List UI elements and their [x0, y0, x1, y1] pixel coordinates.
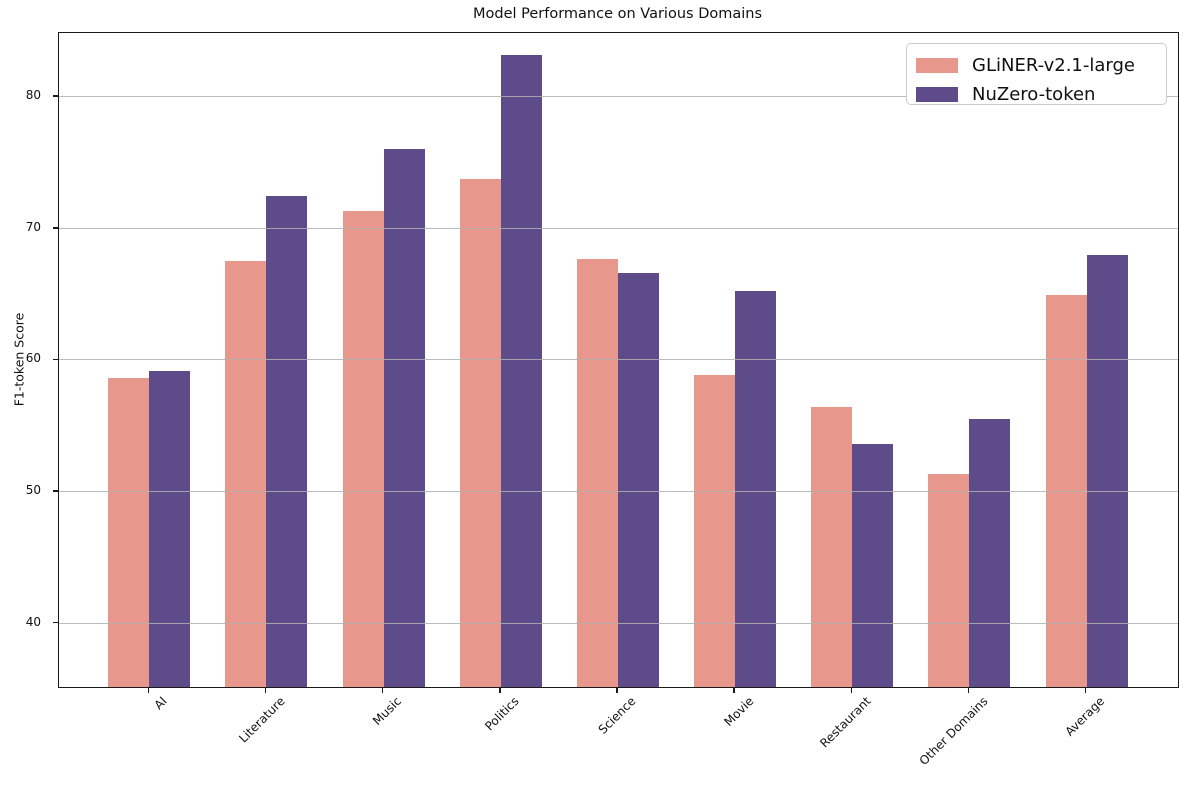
- x-tick-mark: [616, 687, 618, 693]
- bar-nuzero-token-science: [617, 272, 659, 687]
- legend: GLiNER-v2.1-large NuZero-token: [906, 43, 1167, 105]
- x-tick-label: Movie: [720, 694, 757, 730]
- legend-item-nuzero: NuZero-token: [916, 82, 1166, 106]
- gridline: [59, 622, 1178, 624]
- bar-nuzero-token-restaurant: [852, 443, 894, 687]
- legend-swatch-gliner: [916, 57, 958, 73]
- gridline: [59, 359, 1178, 361]
- x-tick-label: Average: [1062, 694, 1108, 739]
- x-tick-label: Other Domains: [916, 694, 991, 769]
- gridline: [59, 227, 1178, 229]
- legend-item-gliner: GLiNER-v2.1-large: [916, 53, 1166, 77]
- y-tick-label: 60: [25, 351, 41, 366]
- bar-gliner-v2-1-large-music: [342, 210, 384, 687]
- legend-label-nuzero: NuZero-token: [972, 83, 1096, 105]
- chart-title: Model Performance on Various Domains: [472, 6, 763, 22]
- bar-nuzero-token-music: [383, 148, 425, 687]
- y-tick-mark: [52, 358, 58, 361]
- x-tick-label: Literature: [235, 694, 288, 746]
- y-tick-mark: [52, 621, 58, 624]
- x-tick-mark: [733, 687, 735, 693]
- legend-swatch-nuzero: [916, 86, 958, 102]
- x-tick-mark: [499, 687, 501, 693]
- x-tick-mark: [967, 687, 970, 693]
- x-tick-mark: [850, 687, 852, 693]
- y-tick-label: 80: [25, 88, 41, 103]
- bar-nuzero-token-literature: [266, 196, 308, 687]
- bar-gliner-v2-1-large-ai: [108, 377, 150, 687]
- bar-gliner-v2-1-large-other-domains: [928, 473, 970, 687]
- y-tick-mark: [52, 490, 58, 492]
- x-tick-label: Restaurant: [816, 694, 874, 751]
- legend-label-gliner: GLiNER-v2.1-large: [972, 54, 1135, 76]
- y-tick-label: 40: [25, 614, 41, 629]
- gridline: [59, 490, 1178, 492]
- x-tick-mark: [1084, 687, 1087, 693]
- bar-nuzero-token-movie: [735, 290, 777, 687]
- bar-gliner-v2-1-large-politics: [459, 179, 501, 687]
- x-tick-mark: [264, 687, 267, 693]
- x-tick-mark: [381, 687, 384, 693]
- bar-nuzero-token-politics: [500, 55, 542, 687]
- x-tick-mark: [147, 687, 149, 693]
- y-tick-label: 50: [25, 482, 41, 497]
- gridline: [59, 96, 1178, 98]
- bar-nuzero-token-ai: [149, 371, 191, 687]
- bar-gliner-v2-1-large-restaurant: [811, 406, 853, 687]
- y-tick-mark: [52, 227, 58, 229]
- bar-gliner-v2-1-large-movie: [694, 375, 736, 687]
- y-tick-mark: [52, 95, 58, 97]
- y-tick-label: 70: [25, 219, 41, 234]
- plot-area: 40 50 60 70 80: [26, 32, 1179, 688]
- x-tick-label: Science: [596, 694, 639, 737]
- bar-nuzero-token-other-domains: [969, 418, 1011, 687]
- x-tick-label: Politics: [482, 694, 522, 734]
- x-tick-label: Music: [370, 694, 405, 729]
- bar-gliner-v2-1-large-science: [576, 259, 618, 687]
- x-tick-label: AI: [151, 694, 171, 713]
- bar-gliner-v2-1-large-literature: [225, 260, 267, 687]
- bar-nuzero-token-average: [1086, 255, 1128, 687]
